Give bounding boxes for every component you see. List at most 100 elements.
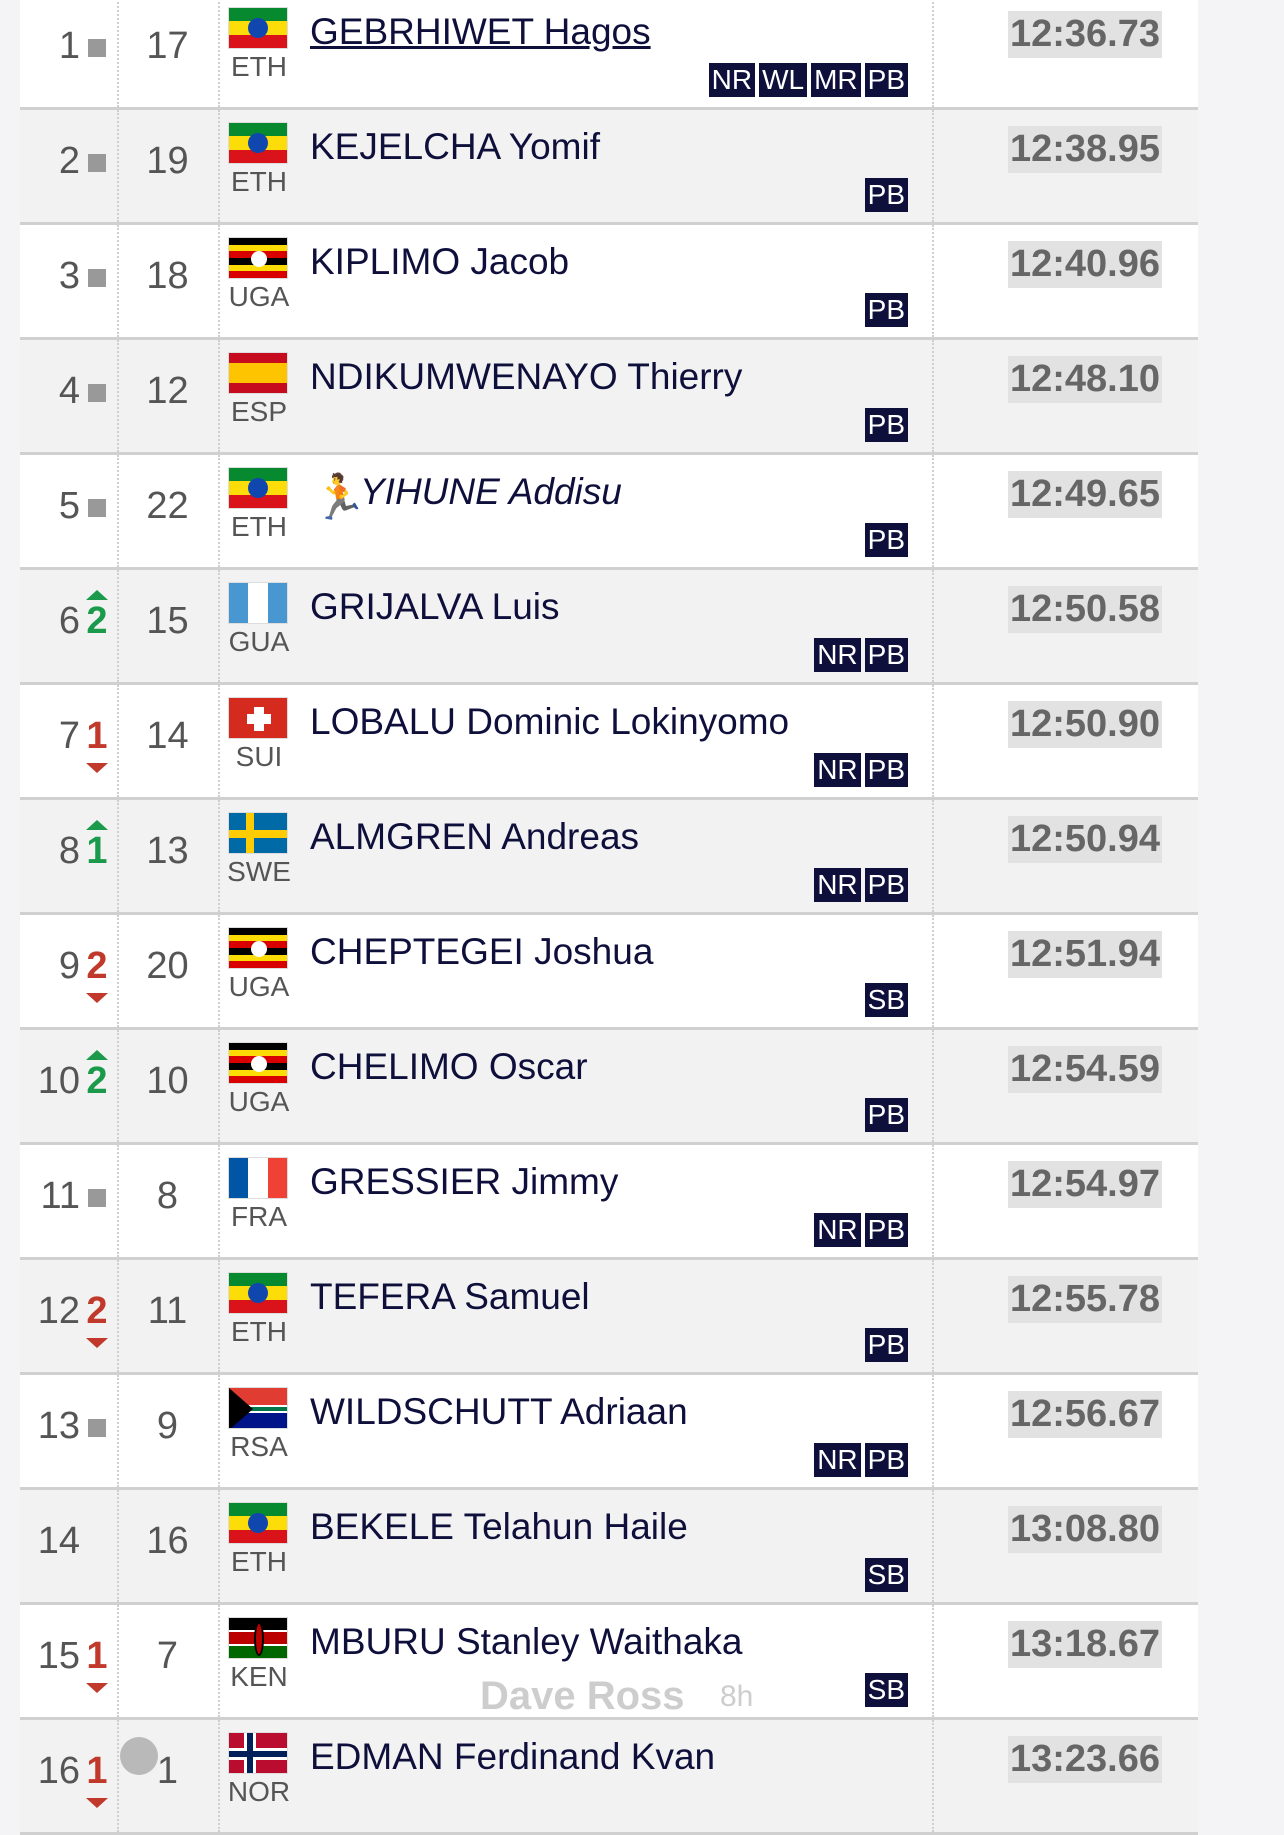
table-row: 2 19 ETH KEJELCHA Yomif PB 12:38.95 — [20, 110, 1198, 225]
record-badges: NR WL MR PB — [708, 63, 908, 97]
arrow-up-icon — [86, 1050, 108, 1060]
result-time: 12:48.10 — [1007, 356, 1162, 403]
watermark: Dave Ross — [480, 1674, 685, 1718]
bib-number: 11 — [147, 1290, 188, 1332]
flag-eth-icon — [228, 122, 288, 164]
bib-number: 10 — [146, 1060, 189, 1102]
bib-number: 15 — [146, 600, 189, 642]
flag-eth-icon — [228, 1272, 288, 1314]
table-row: 3 18 UGA KIPLIMO Jacob PB 12:40.96 — [20, 225, 1198, 340]
record-badge: PB — [864, 1443, 908, 1477]
flag-uga-icon — [228, 1042, 288, 1084]
country-code: SWE — [227, 856, 291, 887]
record-badge: SB — [864, 1673, 908, 1707]
table-row: 5 22 ETH 🏃 YIHUNE Addisu PB 12:49.65 — [20, 455, 1198, 570]
rank: 7 — [58, 715, 80, 757]
position-down-indicator: 1 — [82, 715, 112, 773]
arrow-up-icon — [86, 590, 108, 600]
table-row: 11 8 FRA GRESSIER Jimmy NR PB 12:54.97 — [20, 1145, 1198, 1260]
athlete-name: TEFERA Samuel — [310, 1276, 590, 1317]
record-badges: SB — [864, 1673, 908, 1707]
table-row: 14 16 ETH BEKELE Telahun Haile SB 13:08.… — [20, 1490, 1198, 1605]
rank: 12 — [37, 1290, 80, 1332]
record-badge: PB — [864, 523, 908, 557]
athlete-name: NDIKUMWENAYO Thierry — [310, 356, 743, 397]
bib-number: 8 — [156, 1175, 179, 1217]
country-code: SUI — [235, 741, 283, 772]
rank: 3 — [58, 255, 80, 297]
flag-ken-icon — [228, 1617, 288, 1659]
country-code: NOR — [227, 1776, 291, 1807]
table-row: 16 1 1 NOR EDMAN Ferdinand Kvan 13:23.66 — [20, 1720, 1198, 1835]
table-row: 15 1 7 KEN MBURU Stanley Waithaka SB 13:1… — [20, 1605, 1198, 1720]
country-code: ESP — [230, 396, 288, 427]
result-time: 13:18.67 — [1007, 1621, 1162, 1668]
record-badges: PB — [864, 1328, 908, 1362]
position-unchanged-icon — [82, 1175, 112, 1207]
flag-sui-icon — [228, 697, 288, 739]
country-code: GUA — [228, 626, 290, 657]
flag-esp-icon — [228, 352, 288, 394]
record-badge: MR — [811, 63, 861, 97]
country-code: ETH — [231, 1546, 287, 1577]
position-unchanged-icon — [82, 255, 112, 287]
rank: 9 — [58, 945, 80, 987]
country-code: RSA — [230, 1431, 288, 1462]
flag-swe-icon — [228, 812, 288, 854]
bib-number: 20 — [146, 945, 189, 987]
result-time: 13:08.80 — [1007, 1506, 1162, 1553]
record-badge: NR — [814, 1443, 861, 1477]
bib-number: 7 — [156, 1635, 179, 1677]
record-badges: SB — [864, 983, 908, 1017]
rank: 11 — [40, 1175, 80, 1217]
bib-number: 16 — [146, 1520, 189, 1562]
bib-number: 12 — [146, 370, 189, 412]
rank: 6 — [58, 600, 80, 642]
position-down-indicator: 1 — [82, 1635, 112, 1693]
position-unchanged-icon — [82, 1405, 112, 1437]
flag-rsa-icon — [228, 1387, 288, 1429]
position-unchanged-icon — [82, 485, 112, 517]
arrow-down-icon — [86, 763, 108, 773]
country-code: ETH — [231, 1316, 287, 1347]
flag-eth-icon — [228, 1502, 288, 1544]
record-badge: NR — [814, 1213, 861, 1247]
result-time: 12:49.65 — [1007, 471, 1162, 518]
arrow-down-icon — [86, 1338, 108, 1348]
result-time: 13:23.66 — [1007, 1736, 1162, 1783]
position-up-indicator: 1 — [82, 820, 112, 873]
country-code: UGA — [228, 281, 290, 312]
result-time: 12:40.96 — [1007, 241, 1162, 288]
record-badge: NR — [814, 753, 861, 787]
arrow-down-icon — [86, 1683, 108, 1693]
globe-icon — [120, 1737, 158, 1775]
rank: 15 — [37, 1635, 80, 1677]
record-badges: NR PB — [814, 868, 908, 902]
athlete-name: LOBALU Dominic Lokinyomo — [310, 701, 790, 742]
athlete-name: CHELIMO Oscar — [310, 1046, 588, 1087]
record-badges: NR PB — [814, 753, 908, 787]
athlete-name[interactable]: GEBRHIWET Hagos — [310, 11, 651, 52]
athlete-name: YIHUNE Addisu — [360, 471, 622, 512]
country-code: FRA — [231, 1201, 287, 1232]
record-badge: NR — [708, 63, 756, 97]
record-badge: NR — [814, 638, 861, 672]
rank: 14 — [37, 1520, 80, 1562]
position-unchanged-icon — [82, 370, 112, 402]
athlete-name: MBURU Stanley Waithaka — [310, 1621, 743, 1662]
flag-eth-icon — [228, 7, 288, 49]
country-code: KEN — [230, 1661, 288, 1692]
flag-gua-icon — [228, 582, 288, 624]
runner-icon: 🏃 — [312, 473, 367, 522]
position-unchanged-icon — [82, 25, 112, 57]
bib-number: 13 — [146, 830, 189, 872]
rank: 2 — [58, 140, 80, 182]
bib-number: 18 — [146, 255, 189, 297]
country-code: UGA — [228, 971, 290, 1002]
arrow-up-icon — [86, 820, 108, 830]
bib-number: 1 — [156, 1750, 179, 1792]
athlete-name: WILDSCHUTT Adriaan — [310, 1391, 688, 1432]
bib-number: 9 — [156, 1405, 179, 1447]
